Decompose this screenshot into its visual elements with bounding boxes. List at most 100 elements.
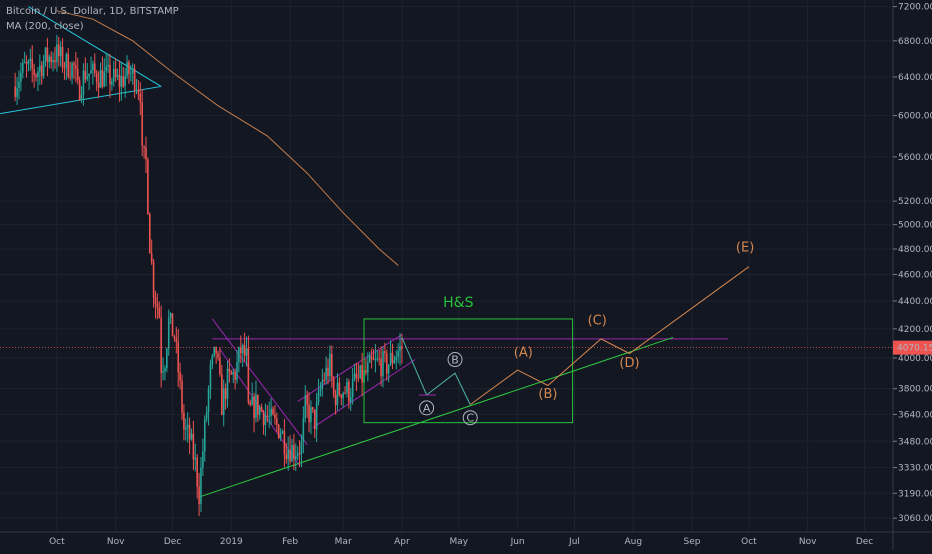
candle-body: [105, 66, 107, 72]
candle-body: [78, 80, 81, 100]
wave-label-a: A: [423, 402, 431, 415]
candle-body: [384, 351, 386, 354]
candle-body: [276, 418, 278, 425]
candle-body: [266, 415, 269, 417]
candle-body: [340, 394, 343, 399]
y-tick-label: 6800.00: [898, 37, 932, 47]
candle-body: [389, 352, 392, 365]
candle-body: [239, 347, 242, 354]
candle-body: [365, 370, 367, 373]
candle-body: [317, 390, 320, 403]
candle-body: [31, 58, 34, 69]
candle-body: [202, 451, 204, 468]
candle-body: [247, 348, 250, 402]
x-tick-label: Sep: [684, 537, 701, 547]
candle-body: [287, 449, 289, 459]
candle-body: [128, 62, 130, 74]
wave-projection-path: [469, 266, 750, 406]
candle-body: [296, 453, 299, 456]
candle-body: [109, 64, 111, 85]
candle-body: [39, 65, 41, 72]
candle-body: [380, 359, 382, 377]
candle-body: [80, 95, 83, 100]
candle-body: [183, 412, 185, 430]
candle-body: [54, 60, 56, 63]
y-tick-label: 5000.00: [898, 221, 932, 231]
candle-body: [76, 69, 79, 81]
candle-body: [217, 353, 219, 358]
candle-body: [258, 407, 261, 415]
candle-body: [342, 392, 344, 399]
candle-body: [325, 367, 327, 381]
candle-body: [88, 73, 90, 77]
x-tick-label: Aug: [624, 537, 642, 547]
candle-body: [234, 372, 236, 380]
candle-body: [213, 346, 216, 356]
candle-body: [196, 457, 198, 487]
y-tick-label: 3800.00: [898, 385, 932, 395]
candle-body: [351, 379, 354, 398]
candle-body: [181, 380, 183, 413]
y-tick-label: 3190.00: [898, 489, 932, 499]
candle-body: [232, 372, 235, 375]
candle-body: [205, 411, 208, 420]
candle-body: [293, 445, 295, 459]
candle-body: [308, 404, 310, 423]
y-tick-label: 3480.00: [898, 437, 932, 447]
candle-body: [175, 338, 178, 342]
candle-body: [122, 76, 125, 87]
candle-body: [52, 60, 54, 63]
candle-body: [253, 396, 255, 419]
wave-label-a-paren: (A): [514, 346, 533, 361]
candle-body: [116, 74, 119, 77]
candle-body: [367, 362, 369, 373]
y-tick-label: 4200.00: [898, 325, 932, 335]
candle-body: [203, 419, 206, 452]
moving-average-line: [56, 10, 399, 266]
candle-body: [67, 54, 70, 77]
candle-body: [346, 381, 348, 393]
y-tick-label: 5200.00: [898, 197, 932, 207]
abc-projection-path: [401, 337, 471, 405]
candle-body: [302, 418, 305, 442]
candle-body: [154, 297, 157, 304]
wave-label-c: C: [466, 412, 474, 425]
candle-body: [378, 358, 380, 360]
candle-body: [376, 358, 379, 360]
candle-body: [84, 70, 87, 80]
candle-body: [215, 346, 217, 354]
candle-body: [399, 346, 401, 352]
candle-body: [228, 368, 231, 372]
candle-body: [27, 61, 30, 64]
candle-body: [56, 44, 58, 63]
candle-body: [73, 63, 75, 66]
candle-body: [57, 44, 60, 56]
candle-body: [156, 303, 159, 308]
wave-label-circle: [419, 400, 435, 416]
x-tick-label: Jul: [568, 537, 580, 547]
candle-body: [33, 68, 35, 76]
x-tick-label: May: [450, 537, 469, 547]
x-tick-label: Apr: [394, 537, 410, 547]
candle-body: [344, 392, 346, 394]
y-tick-label: 6400.00: [898, 73, 932, 83]
x-tick-label: Nov: [107, 537, 125, 547]
candle-body: [147, 159, 149, 214]
candle-body: [397, 351, 399, 357]
symbol-title: Bitcoin / U.S. Dollar, 1D, BITSTAMP: [6, 6, 179, 17]
candle-body: [238, 347, 240, 363]
candle-body: [173, 336, 176, 339]
candle-body: [323, 379, 326, 381]
candle-body: [268, 415, 271, 417]
triangle-upper-line: [28, 6, 162, 87]
candle-body: [357, 377, 360, 379]
hs-box: [363, 318, 574, 424]
candle-body: [391, 352, 394, 363]
candle-body: [249, 401, 252, 405]
candle-body: [207, 388, 210, 412]
candle-body: [25, 62, 28, 64]
candle-body: [361, 365, 363, 383]
candle-body: [95, 72, 98, 83]
